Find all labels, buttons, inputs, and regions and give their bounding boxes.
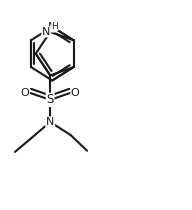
Text: N: N <box>42 27 50 37</box>
Text: O: O <box>71 88 79 98</box>
Text: S: S <box>46 93 54 106</box>
Text: N: N <box>48 22 56 32</box>
Text: O: O <box>21 88 30 98</box>
Text: N: N <box>46 117 54 127</box>
Text: H: H <box>51 22 58 31</box>
